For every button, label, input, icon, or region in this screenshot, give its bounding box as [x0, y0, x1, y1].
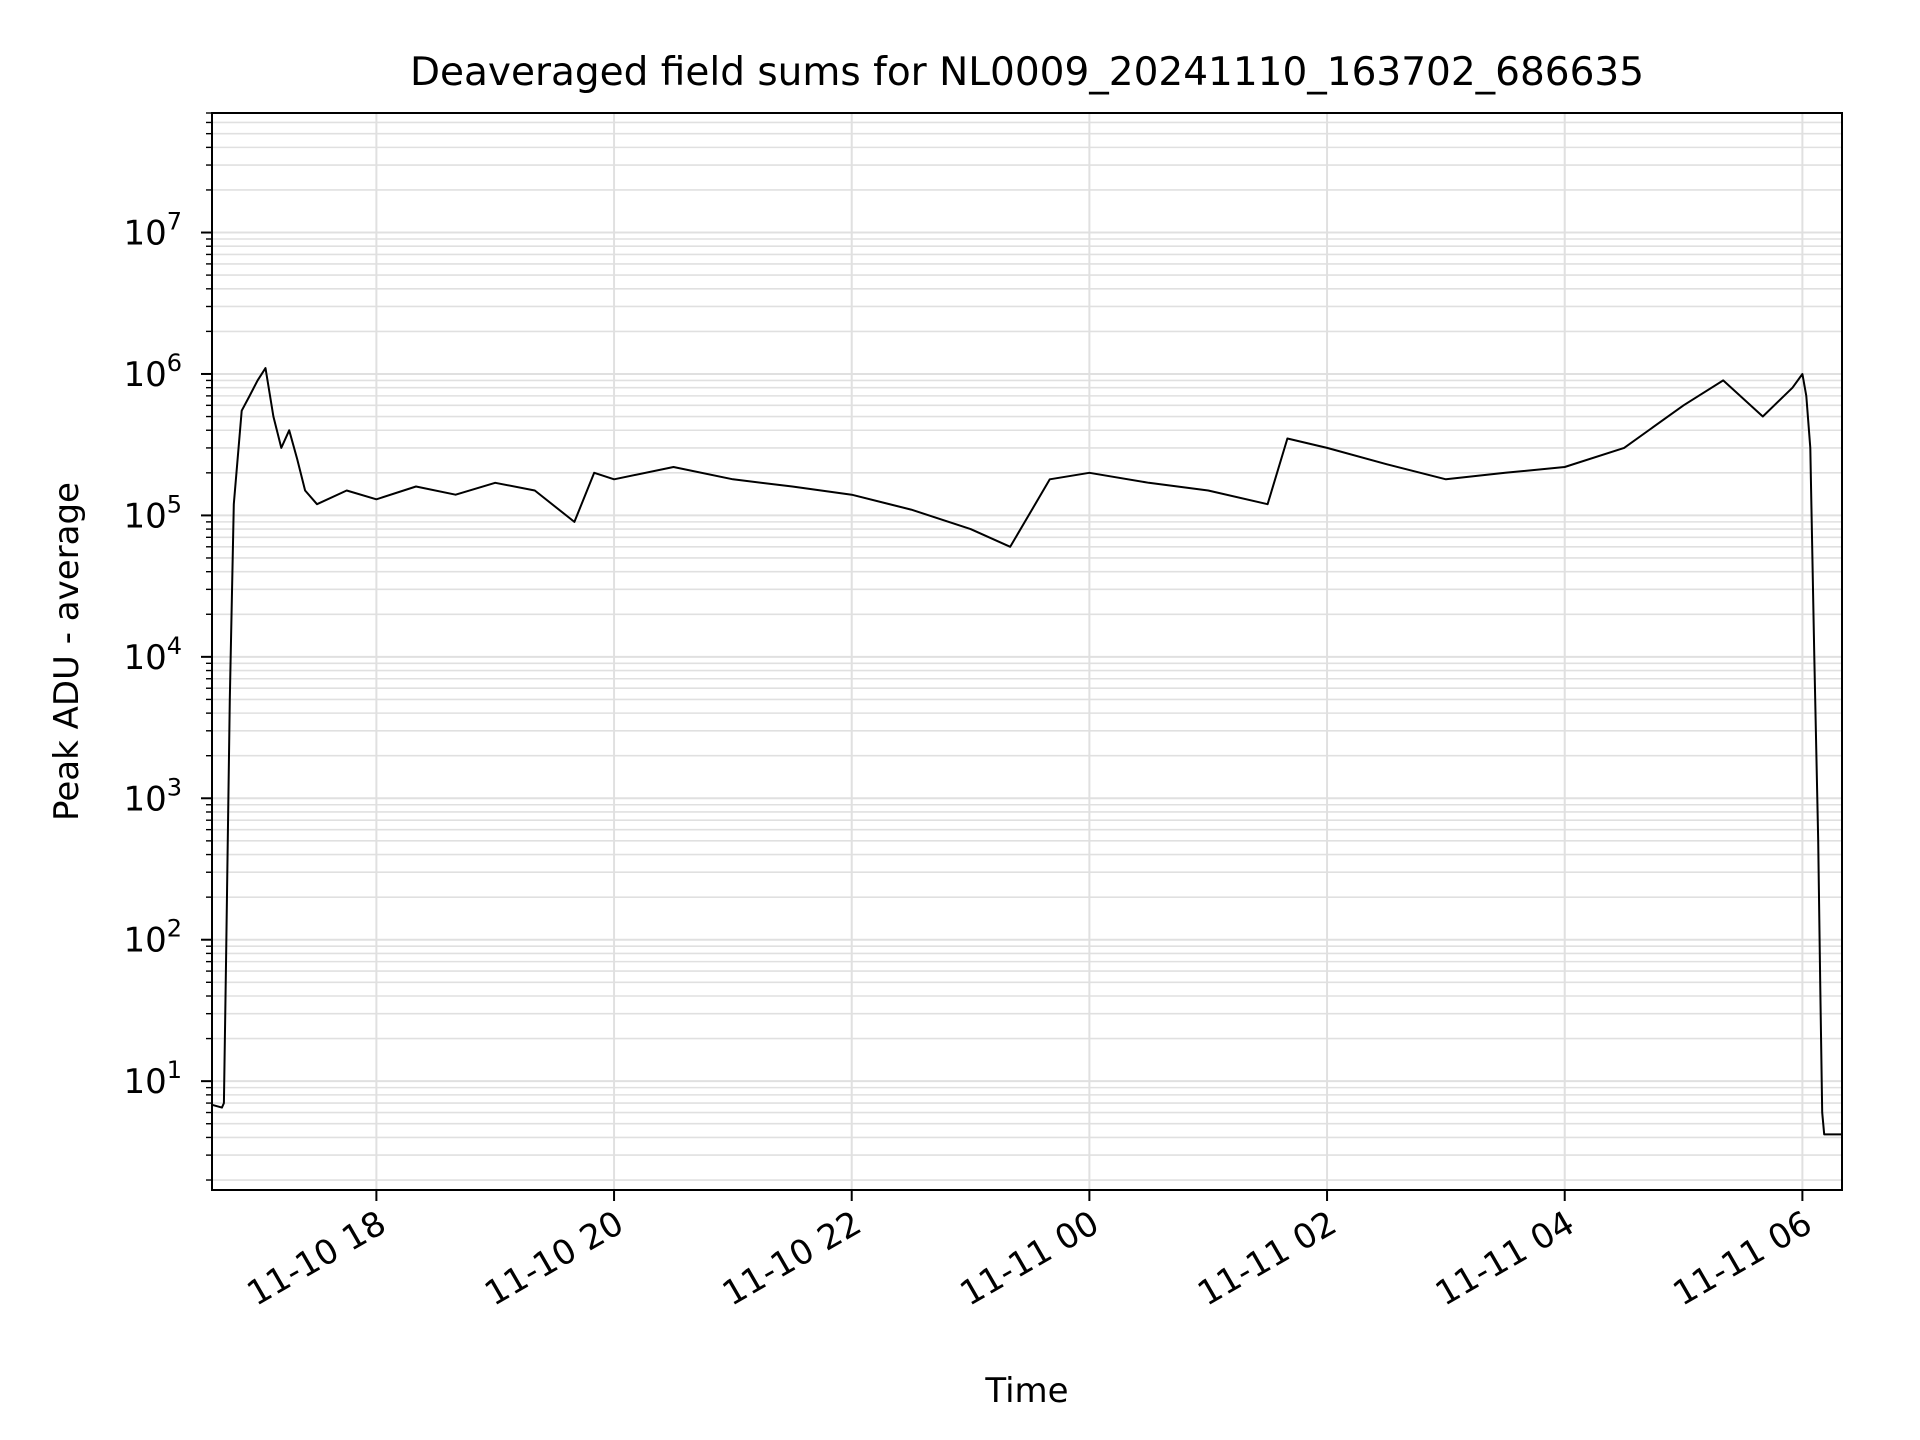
- y-tick-label: 105: [123, 490, 182, 536]
- series-layer: [211, 367, 1842, 1136]
- y-tick-label: 104: [123, 632, 182, 678]
- y-tick-label: 107: [123, 208, 182, 254]
- grid: [212, 112, 1842, 1190]
- y-tick-label: 106: [123, 349, 182, 395]
- chart-title: Deaveraged field sums for NL0009_2024111…: [410, 50, 1644, 95]
- y-tick-label: 102: [123, 915, 182, 961]
- y-tick-label: 101: [123, 1056, 182, 1102]
- x-axis-label: Time: [984, 1371, 1068, 1411]
- y-axis-label: Peak ADU - average: [47, 482, 87, 821]
- plot-frame: [211, 112, 1843, 1191]
- y-tick-label: 103: [123, 773, 182, 819]
- series-line: [211, 367, 1842, 1136]
